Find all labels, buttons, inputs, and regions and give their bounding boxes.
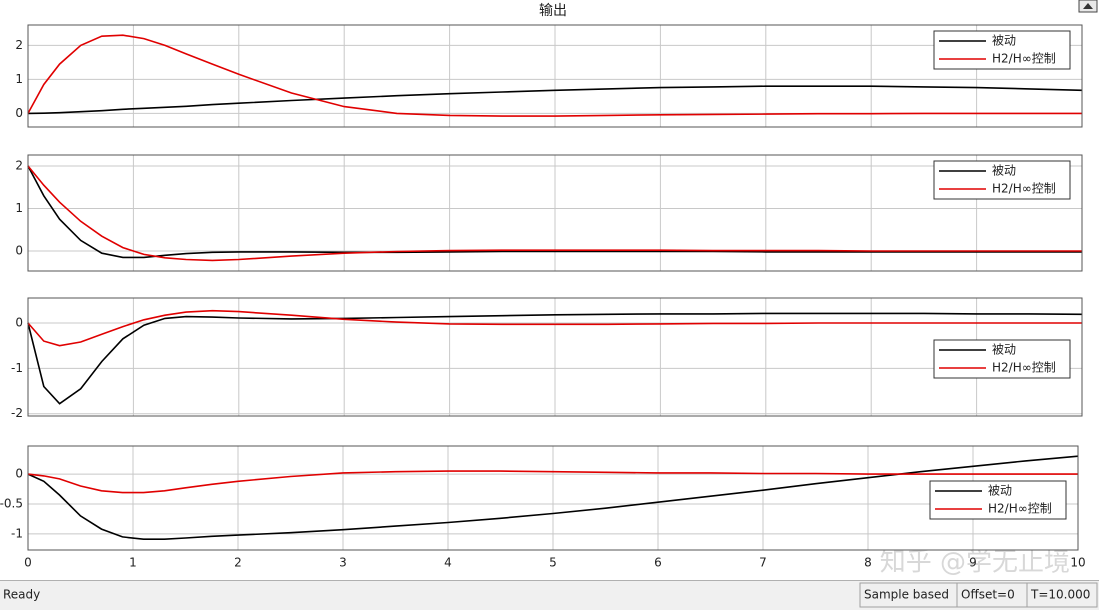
y-tick-label: 1 bbox=[15, 72, 23, 86]
series-line bbox=[27, 34, 1082, 117]
x-tick-label: 5 bbox=[549, 556, 557, 570]
subplot: 0 1 2 被动 H2/H∞控制 bbox=[15, 154, 1083, 272]
legend-box bbox=[933, 339, 1071, 379]
legend-label: 被动 bbox=[992, 164, 1016, 178]
status-box-text: Sample based bbox=[864, 588, 949, 602]
plot-border bbox=[27, 445, 1079, 551]
dock-icon bbox=[1083, 3, 1093, 9]
status-box bbox=[1026, 582, 1098, 608]
status-text: Ready bbox=[3, 588, 40, 602]
y-tick-label: 0 bbox=[15, 467, 23, 481]
x-tick-label: 10 bbox=[1070, 556, 1085, 570]
x-tick-label: 8 bbox=[864, 556, 872, 570]
x-tick-label: 9 bbox=[969, 556, 977, 570]
y-tick-label: 1 bbox=[15, 201, 23, 215]
series-line bbox=[27, 455, 1079, 540]
series-line bbox=[27, 165, 1082, 262]
legend-box bbox=[933, 30, 1071, 70]
x-tick-label: 1 bbox=[129, 556, 137, 570]
legend-box bbox=[929, 480, 1067, 520]
plot-border bbox=[27, 154, 1083, 272]
series-line bbox=[27, 470, 1078, 494]
y-tick-label: 2 bbox=[15, 38, 23, 52]
legend-label: 被动 bbox=[992, 343, 1016, 357]
legend-label: H2/H∞控制 bbox=[992, 361, 1056, 375]
legend-label: 被动 bbox=[992, 34, 1016, 48]
x-tick-label: 3 bbox=[339, 556, 347, 570]
y-tick-label: 0 bbox=[15, 315, 23, 329]
subplot: 0 1 2 被动 H2/H∞控制 bbox=[15, 24, 1083, 128]
y-tick-label: -1 bbox=[11, 526, 23, 540]
x-tick-label: 0 bbox=[24, 556, 32, 570]
legend-label: H2/H∞控制 bbox=[988, 502, 1052, 516]
subplot: 0 -1 -2 被动 H2/H∞控制 bbox=[11, 297, 1083, 420]
subplot: 0 1 2 3 4 5 6 7 8 9 10 0 -0.5 -1 被动 H2/H∞控制 bbox=[0, 445, 1086, 570]
status-box-text: T=10.000 bbox=[1030, 588, 1090, 602]
y-tick-label: 0 bbox=[15, 106, 23, 120]
x-tick-label: 7 bbox=[759, 556, 767, 570]
y-tick-label: -1 bbox=[11, 361, 23, 375]
window-title: 输出 bbox=[539, 3, 567, 19]
status-boxes: Sample based Offset=0 T=10.000 bbox=[859, 582, 1098, 608]
legend-label: 被动 bbox=[988, 484, 1012, 498]
legend-label: H2/H∞控制 bbox=[992, 52, 1056, 66]
plot-border bbox=[27, 297, 1083, 417]
series-line bbox=[27, 309, 1082, 347]
x-tick-label: 2 bbox=[234, 556, 242, 570]
legend-label: H2/H∞控制 bbox=[992, 182, 1056, 196]
y-tick-label: -2 bbox=[11, 406, 23, 420]
y-tick-label: 2 bbox=[15, 159, 23, 173]
legend-box bbox=[933, 160, 1071, 200]
y-tick-label: 0 bbox=[15, 244, 23, 258]
x-tick-label: 4 bbox=[444, 556, 452, 570]
x-tick-label: 6 bbox=[654, 556, 662, 570]
status-box bbox=[859, 582, 958, 608]
plot-border bbox=[27, 24, 1083, 128]
series-line bbox=[27, 312, 1083, 405]
y-tick-label: -0.5 bbox=[0, 496, 23, 510]
status-box-text: Offset=0 bbox=[961, 588, 1015, 602]
watermark: 知乎 @学无止境 bbox=[880, 548, 1070, 578]
series-line bbox=[27, 85, 1083, 115]
